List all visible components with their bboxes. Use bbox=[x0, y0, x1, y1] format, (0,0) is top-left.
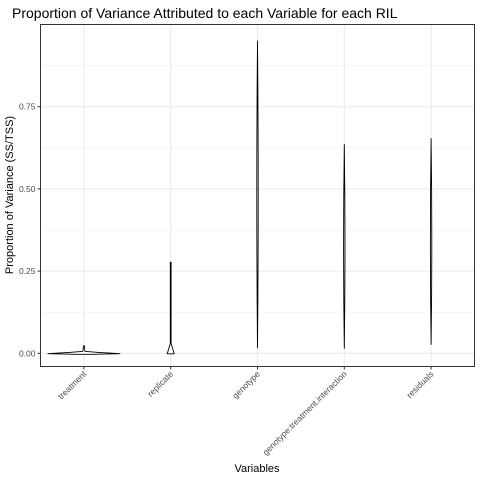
y-axis-title: Proportion of Variance (SS/TSS) bbox=[4, 116, 16, 274]
y-tick-label: 0.25 bbox=[19, 266, 36, 276]
violin-replicate bbox=[166, 261, 175, 355]
x-tick-label: genotype:treatment.interaction bbox=[260, 369, 348, 457]
violin-residuals bbox=[429, 138, 433, 345]
chart-title: Proportion of Variance Attributed to eac… bbox=[12, 5, 398, 21]
y-tick-label: 0.75 bbox=[19, 102, 36, 112]
x-tick-label: residuals bbox=[404, 369, 435, 400]
violin-genotype bbox=[256, 40, 259, 349]
x-axis: treatment replicate genotypegenotype:treat… bbox=[56, 366, 436, 457]
violin-genotype-treatment-interaction bbox=[343, 144, 346, 349]
violins bbox=[47, 40, 433, 355]
y-tick-label: 0.00 bbox=[19, 348, 36, 358]
x-tick-label: replicate bbox=[145, 369, 175, 399]
x-axis-title: Variables bbox=[234, 463, 280, 475]
x-tick-label: genotype bbox=[230, 369, 262, 401]
violin-treatment bbox=[47, 345, 121, 355]
y-axis: 0.00 0.25 0.50 0.75 bbox=[19, 102, 41, 358]
y-tick-label: 0.50 bbox=[19, 184, 36, 194]
x-tick-label: treatment bbox=[56, 368, 89, 401]
